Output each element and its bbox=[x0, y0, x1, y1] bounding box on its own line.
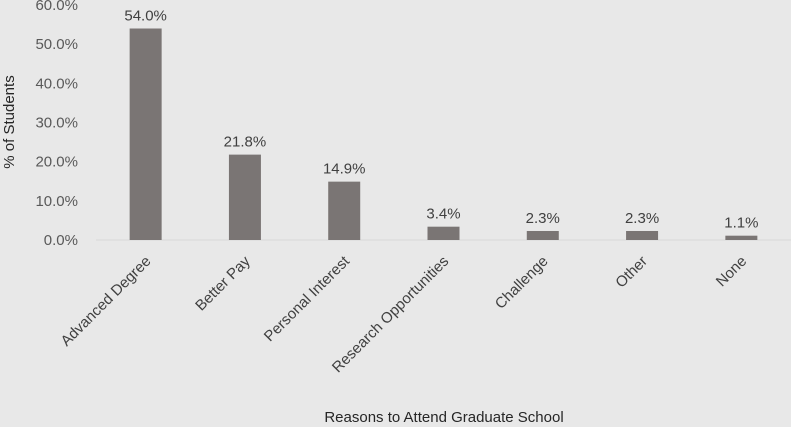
y-tick-label: 60.0% bbox=[35, 0, 78, 14]
y-tick-label: 50.0% bbox=[35, 36, 78, 53]
x-tick-label: Research Opportunities bbox=[329, 253, 452, 376]
y-tick-label: 30.0% bbox=[35, 115, 78, 132]
data-label: 2.3% bbox=[526, 210, 560, 227]
category-labels: Advanced Degree Better Pay Personal Intere… bbox=[58, 252, 751, 376]
x-tick-label: Better Pay bbox=[192, 252, 254, 314]
x-tick-label: Other bbox=[612, 253, 651, 292]
data-label: 3.4% bbox=[426, 206, 460, 223]
bar bbox=[328, 181, 361, 240]
x-tick-label: None bbox=[713, 253, 750, 290]
data-label: 1.1% bbox=[724, 215, 758, 232]
bar bbox=[228, 154, 261, 240]
y-axis-ticks: 0.0% 10.0% 20.0% 30.0% 40.0% 50.0% 60.0% bbox=[35, 0, 78, 249]
bars bbox=[129, 28, 758, 240]
y-tick-label: 40.0% bbox=[35, 75, 78, 92]
x-tick-label: Personal Interest bbox=[261, 252, 354, 345]
bar bbox=[725, 235, 758, 240]
bar bbox=[626, 230, 659, 240]
y-tick-label: 0.0% bbox=[44, 232, 78, 249]
x-tick-label: Advanced Degree bbox=[58, 253, 155, 350]
bar bbox=[526, 230, 559, 240]
y-axis-title: % of Students bbox=[1, 75, 18, 168]
data-label: 14.9% bbox=[323, 161, 366, 178]
bar bbox=[129, 28, 162, 240]
data-label: 54.0% bbox=[124, 8, 167, 25]
x-axis-title: Reasons to Attend Graduate School bbox=[324, 409, 563, 426]
data-labels: 54.0% 21.8% 14.9% 3.4% 2.3% 2.3% 1.1% bbox=[124, 8, 758, 232]
y-tick-label: 10.0% bbox=[35, 193, 78, 210]
bar bbox=[427, 226, 460, 240]
data-label: 21.8% bbox=[224, 134, 267, 151]
y-tick-label: 20.0% bbox=[35, 154, 78, 171]
data-label: 2.3% bbox=[625, 210, 659, 227]
x-tick-label: Challenge bbox=[492, 253, 552, 313]
